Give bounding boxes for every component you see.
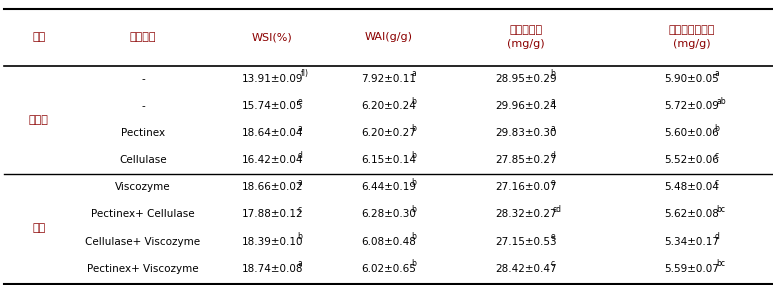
Text: b: b (550, 70, 556, 78)
Text: b: b (714, 124, 720, 133)
Text: 6.20±0.24: 6.20±0.24 (361, 101, 416, 111)
Text: 16.42±0.04: 16.42±0.04 (242, 155, 303, 165)
Text: e: e (550, 178, 555, 187)
Text: 5.72±0.09: 5.72±0.09 (665, 101, 719, 111)
Text: 28.32±0.27: 28.32±0.27 (495, 209, 557, 219)
Text: ab: ab (717, 97, 726, 105)
Text: 5.60±0.06: 5.60±0.06 (665, 128, 719, 138)
Text: 5.34±0.17: 5.34±0.17 (664, 237, 720, 247)
Text: c: c (298, 205, 301, 214)
Text: -: - (141, 74, 145, 84)
Text: a: a (550, 97, 556, 105)
Text: 총폴리페놀
(mg/g): 총폴리페놀 (mg/g) (507, 25, 544, 49)
Text: WSI(%): WSI(%) (252, 32, 293, 42)
Text: e: e (298, 97, 302, 105)
Text: a: a (298, 124, 302, 133)
Text: b: b (298, 232, 302, 241)
Text: a: a (298, 178, 302, 187)
Text: c: c (714, 151, 719, 160)
Text: 5.90±0.05: 5.90±0.05 (665, 74, 719, 84)
Text: 5.52±0.06: 5.52±0.06 (665, 155, 719, 165)
Text: 29.83±0.30: 29.83±0.30 (495, 128, 557, 138)
Text: Cellulase+ Viscozyme: Cellulase+ Viscozyme (86, 237, 200, 247)
Text: a: a (411, 70, 416, 78)
Text: 28.42±0.47: 28.42±0.47 (495, 264, 557, 274)
Text: a: a (714, 70, 720, 78)
Text: a: a (298, 259, 302, 268)
Text: c: c (714, 178, 719, 187)
Text: b: b (411, 205, 416, 214)
Text: 6.15±0.14: 6.15±0.14 (361, 155, 416, 165)
Text: b: b (411, 151, 416, 160)
Text: -: - (141, 101, 145, 111)
Text: 7.92±0.11: 7.92±0.11 (361, 74, 416, 84)
Text: d: d (298, 151, 302, 160)
Text: WAI(g/g): WAI(g/g) (364, 32, 413, 42)
Text: 6.02±0.65: 6.02±0.65 (361, 264, 416, 274)
Text: 6.20±0.27: 6.20±0.27 (361, 128, 416, 138)
Text: Pectinex+ Viscozyme: Pectinex+ Viscozyme (87, 264, 199, 274)
Text: b: b (411, 232, 416, 241)
Text: Viscozyme: Viscozyme (115, 182, 171, 192)
Text: 6.44±0.19: 6.44±0.19 (361, 182, 416, 192)
Text: a: a (550, 124, 556, 133)
Text: Pectinex: Pectinex (121, 128, 165, 138)
Text: 6.28±0.30: 6.28±0.30 (361, 209, 416, 219)
Text: 15.74±0.05: 15.74±0.05 (242, 101, 303, 111)
Text: 27.16±0.07: 27.16±0.07 (495, 182, 557, 192)
Text: 5.62±0.08: 5.62±0.08 (665, 209, 719, 219)
Text: e: e (550, 232, 555, 241)
Text: Cellulase: Cellulase (119, 155, 167, 165)
Text: 압력: 압력 (32, 223, 46, 233)
Text: b: b (411, 178, 416, 187)
Text: cd: cd (553, 205, 561, 214)
Text: 13.91±0.09: 13.91±0.09 (242, 74, 303, 84)
Text: b: b (411, 259, 416, 268)
Text: b: b (411, 97, 416, 105)
Text: 총플라보노이드
(mg/g): 총플라보노이드 (mg/g) (669, 25, 715, 49)
Text: 18.64±0.04: 18.64±0.04 (242, 128, 303, 138)
Text: 효소종류: 효소종류 (130, 32, 156, 42)
Text: 18.39±0.10: 18.39±0.10 (242, 237, 303, 247)
Text: 29.96±0.24: 29.96±0.24 (495, 101, 557, 111)
Text: bc: bc (717, 205, 725, 214)
Text: d: d (550, 151, 556, 160)
Text: Pectinex+ Cellulase: Pectinex+ Cellulase (91, 209, 195, 219)
Text: 17.88±0.12: 17.88±0.12 (242, 209, 303, 219)
Text: 5.59±0.07: 5.59±0.07 (665, 264, 719, 274)
Text: 무처리: 무처리 (29, 115, 49, 125)
Text: bc: bc (717, 259, 725, 268)
Text: 27.15±0.53: 27.15±0.53 (495, 237, 557, 247)
Text: 압력: 압력 (32, 32, 46, 42)
Text: 18.74±0.08: 18.74±0.08 (242, 264, 303, 274)
Text: 28.95±0.29: 28.95±0.29 (495, 74, 557, 84)
Text: 5.48±0.04: 5.48±0.04 (665, 182, 719, 192)
Text: b: b (411, 124, 416, 133)
Text: 18.66±0.02: 18.66±0.02 (242, 182, 303, 192)
Text: 27.85±0.27: 27.85±0.27 (495, 155, 557, 165)
Text: fl): fl) (301, 70, 309, 78)
Text: c: c (550, 259, 555, 268)
Text: d: d (714, 232, 720, 241)
Text: 6.08±0.48: 6.08±0.48 (361, 237, 416, 247)
